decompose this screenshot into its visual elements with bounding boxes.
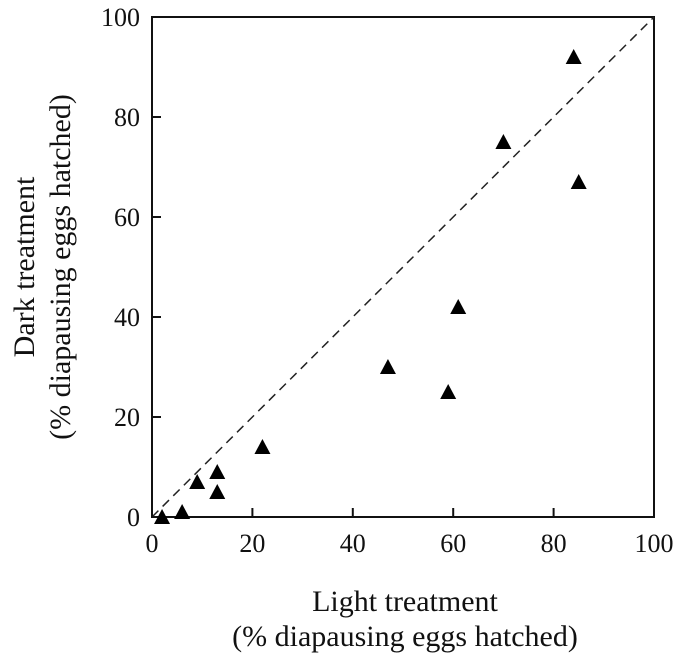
x-tick-label: 100 [635, 529, 674, 558]
triangle-marker-point [440, 384, 457, 399]
x-tick-label: 20 [239, 529, 265, 558]
x-axis-title: Light treatment [312, 585, 498, 618]
y-tick-label: 60 [114, 203, 140, 232]
y-axis-subtitle: (% diapausing eggs hatched) [44, 94, 77, 440]
x-axis-subtitle: (% diapausing eggs hatched) [232, 620, 578, 653]
triangle-marker-point [174, 504, 191, 519]
x-tick-label: 60 [440, 529, 466, 558]
x-tick-label: 80 [541, 529, 567, 558]
x-tick-label: 40 [340, 529, 366, 558]
y-tick-label: 80 [114, 103, 140, 132]
y-axis-title: Dark treatment [8, 176, 41, 357]
y-tick-label: 20 [114, 403, 140, 432]
triangle-marker-point [379, 359, 396, 374]
x-tick-label: 0 [146, 529, 159, 558]
triangle-marker-point [154, 509, 171, 524]
one-to-one-reference-line [151, 16, 655, 518]
triangle-marker-point [450, 299, 467, 314]
triangle-marker-point [209, 484, 226, 499]
y-tick-label: 100 [101, 3, 140, 32]
triangle-marker-point [254, 439, 271, 454]
y-tick-label: 0 [127, 503, 140, 532]
y-tick-label: 40 [114, 303, 140, 332]
data-points [154, 49, 587, 524]
triangle-marker-point [570, 174, 587, 189]
triangle-marker-point [495, 134, 512, 149]
plot-frame [151, 16, 655, 518]
triangle-marker-point [189, 474, 206, 489]
triangle-marker-point [565, 49, 582, 64]
axis-ticks: 0 20 40 60 80 100 0 20 40 60 80 100 [101, 3, 674, 558]
triangle-marker-point [209, 464, 226, 479]
